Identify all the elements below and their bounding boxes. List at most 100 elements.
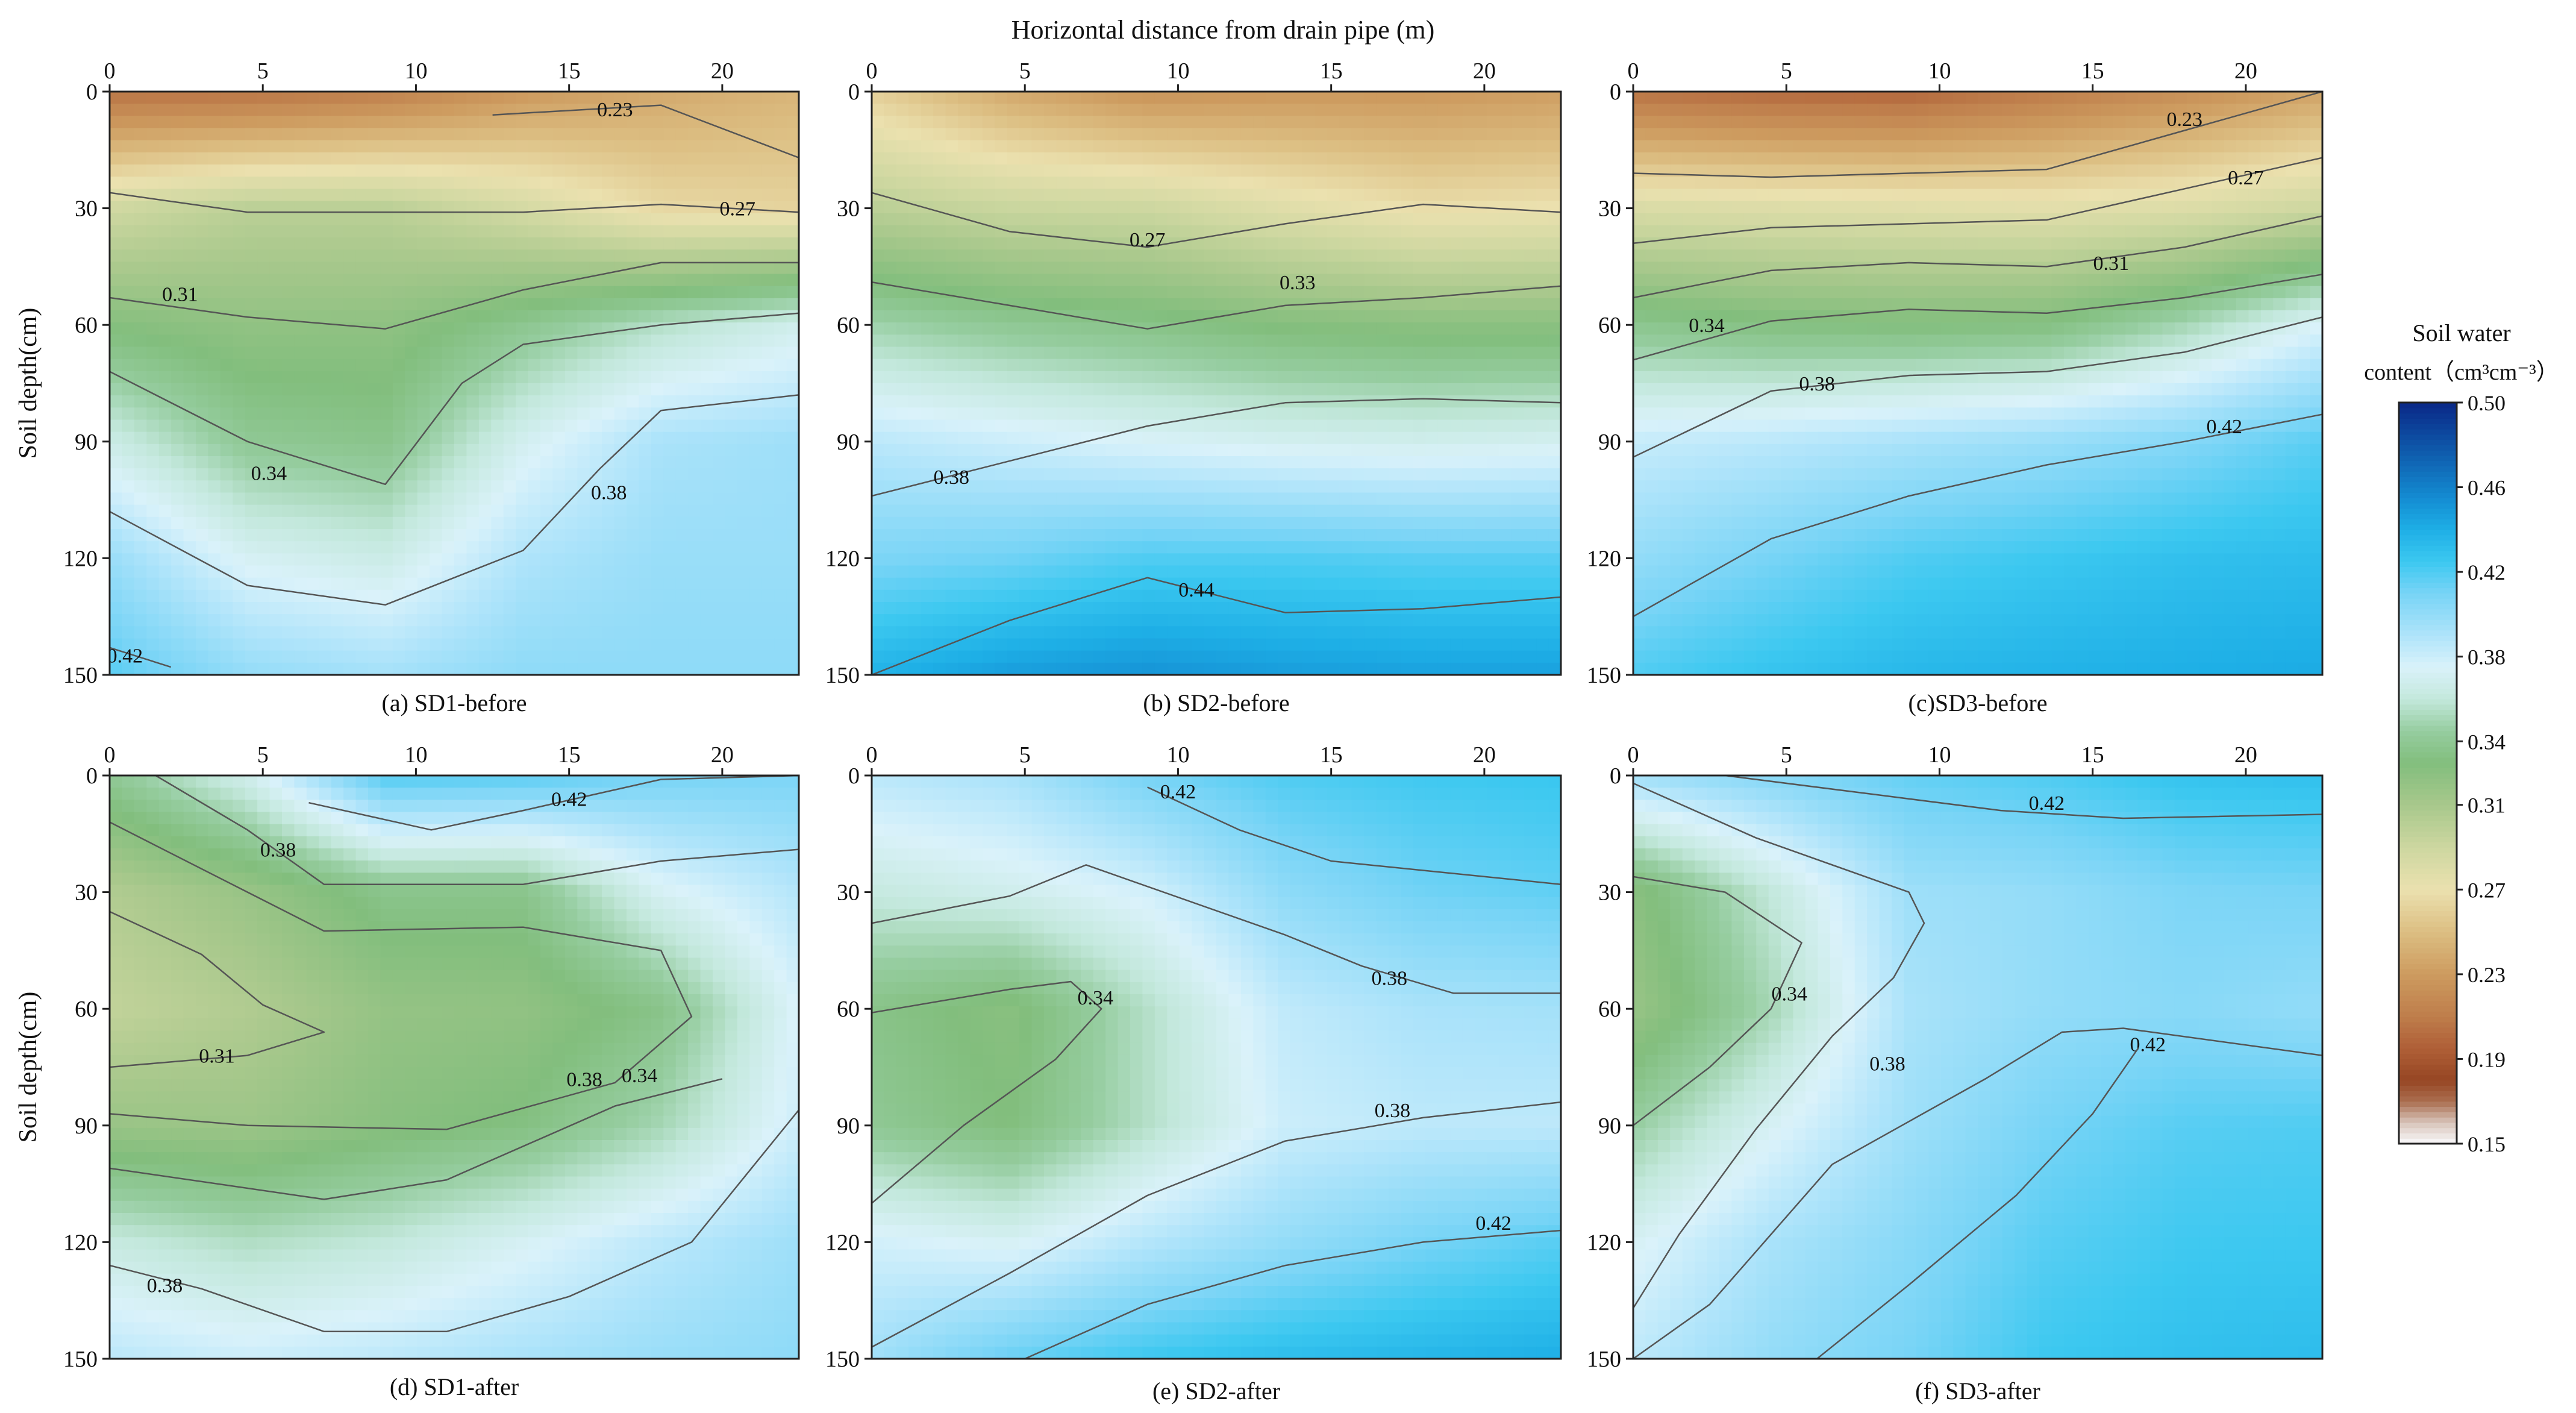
heatmap-cell [245,128,258,141]
heatmap-cell [1376,213,1389,226]
heatmap-cell [675,237,689,250]
heatmap-cell [1351,286,1365,299]
heatmap-cell [1044,225,1057,238]
heatmap-cell [552,359,566,372]
heatmap-cell [725,456,738,469]
heatmap-cell [945,334,958,348]
heatmap-cell [713,237,726,250]
heatmap-cell [908,431,922,445]
heatmap-cell [933,225,946,238]
heatmap-cell [1167,177,1180,189]
heatmap-cell [380,237,393,250]
heatmap-cell [552,334,566,348]
heatmap-cell [675,189,689,202]
heatmap-cell [1068,213,1081,226]
heatmap-cell [1548,541,1561,554]
heatmap-cell [1044,468,1057,481]
heatmap-cell [1401,407,1414,421]
heatmap-cell [208,407,221,421]
heatmap-cell [331,116,344,129]
heatmap-cell [675,286,689,299]
heatmap-cell [761,492,775,506]
heatmap-cell [1524,128,1537,141]
heatmap-cell [208,516,221,530]
heatmap-cell [417,395,430,408]
heatmap-cell [725,565,738,578]
heatmap-cell [503,262,516,275]
heatmap-cell [368,577,381,591]
heatmap-cell [1253,468,1266,481]
heatmap-cell [1228,310,1242,323]
heatmap-cell [1401,334,1414,348]
heatmap-cell [528,359,541,372]
heatmap-cell [110,262,123,275]
heatmap-cell [516,638,529,651]
heatmap-cell [958,237,971,250]
heatmap-cell [233,225,246,238]
heatmap-cell [516,371,529,384]
heatmap-cell [896,104,909,116]
heatmap-cell [1290,541,1303,554]
heatmap-cell [1475,346,1488,360]
heatmap-cell [319,650,332,663]
heatmap-cell [208,140,221,153]
heatmap-cell [688,213,701,226]
heatmap-cell [774,468,787,481]
heatmap-cell [1216,419,1230,433]
heatmap-cell [331,650,344,663]
heatmap-cell [552,419,566,433]
heatmap-cell [528,128,541,141]
heatmap-cell [208,662,221,675]
heatmap-cell [1154,140,1168,153]
heatmap-cell [945,322,958,335]
heatmap-cell [639,262,652,275]
heatmap-cell [269,492,283,506]
heatmap-cell [1524,237,1537,250]
heatmap-cell [1327,237,1340,250]
heatmap-cell [958,443,971,457]
heatmap-cell [627,626,640,639]
heatmap-cell [713,650,726,663]
heatmap-cell [1315,346,1328,360]
heatmap-cell [257,346,270,360]
heatmap-cell [294,443,307,457]
heatmap-cell [945,443,958,457]
heatmap-cell [1216,249,1230,262]
heatmap-cell [945,541,958,554]
heatmap-cell [1278,529,1291,542]
heatmap-cell [1216,104,1230,116]
heatmap-cell [355,577,369,591]
heatmap-cell [884,128,897,141]
heatmap-cell [1499,189,1512,202]
heatmap-cell [1413,468,1426,481]
heatmap-cell [1290,213,1303,226]
heatmap-cell [1475,128,1488,141]
heatmap-cell [1290,419,1303,433]
heatmap-cell [1081,419,1094,433]
heatmap-cell [294,286,307,299]
heatmap-cell [749,262,763,275]
heatmap-cell [1044,565,1057,578]
heatmap-cell [171,359,184,372]
heatmap-cell [1351,262,1365,275]
heatmap-cell [233,237,246,250]
heatmap-cell [1031,322,1045,335]
heatmap-cell [921,431,934,445]
heatmap-cell [577,116,590,129]
heatmap-cell [1007,346,1020,360]
heatmap-cell [774,116,787,129]
heatmap-cell [1019,104,1033,116]
heatmap-cell [306,383,319,396]
heatmap-cell [343,577,357,591]
heatmap-cell [1389,419,1402,433]
heatmap-cell [134,310,147,323]
heatmap-cell [269,164,283,177]
heatmap-cell [368,589,381,603]
heatmap-cell [466,334,480,348]
heatmap-cell [1179,431,1192,445]
heatmap-cell [627,371,640,384]
contours-sd1-before: 0.230.270.310.340.380.42 [110,99,799,668]
heatmap-cell [1475,504,1488,518]
heatmap-cell [257,565,270,578]
heatmap-cell [1081,286,1094,299]
